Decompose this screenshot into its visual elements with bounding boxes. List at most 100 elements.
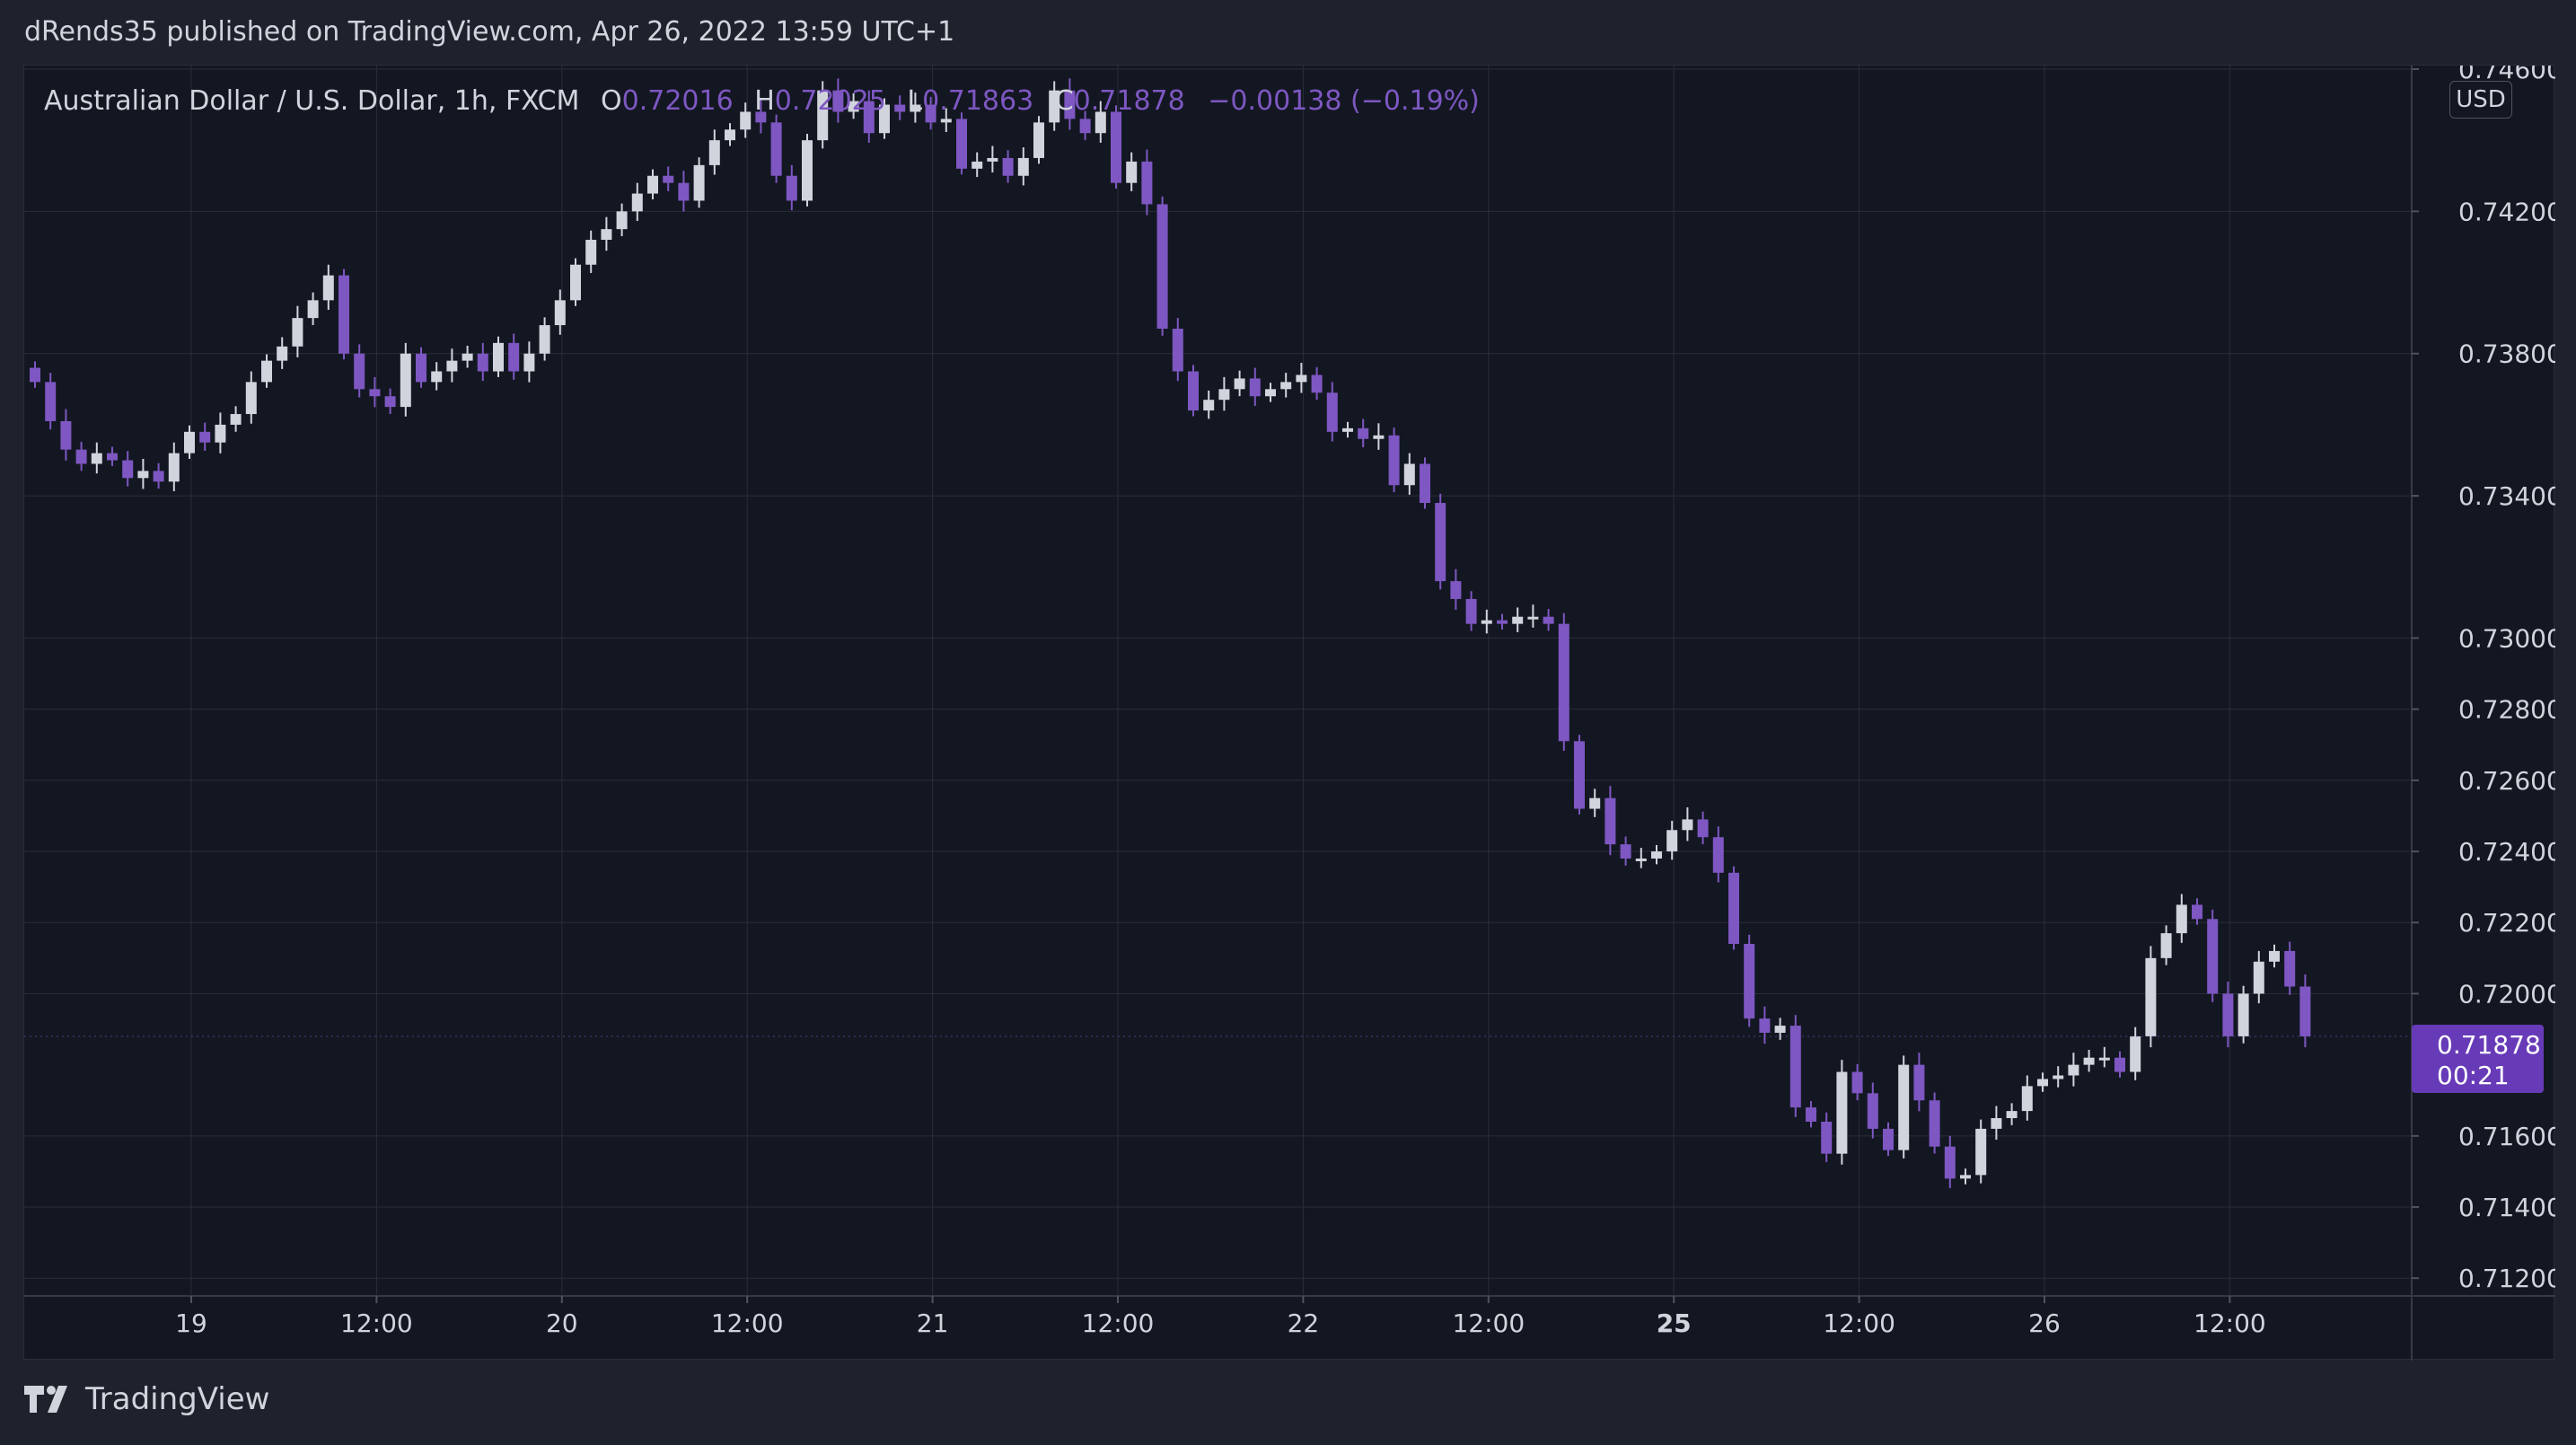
candle-body xyxy=(2053,1075,2064,1079)
candle-body xyxy=(956,119,967,169)
brand-name: TradingView xyxy=(85,1381,270,1417)
candle-body xyxy=(678,182,690,201)
price-tick-label: 0.72600 xyxy=(2458,766,2555,796)
candle-body xyxy=(322,275,334,301)
candle-body xyxy=(107,453,118,461)
candle-body xyxy=(1975,1128,1987,1176)
candle-body xyxy=(940,119,952,123)
candle-body xyxy=(493,342,504,372)
candle-body xyxy=(894,104,906,112)
tradingview-brand[interactable]: TradingView xyxy=(24,1381,269,1417)
candle-body xyxy=(307,300,319,319)
price-tick-label: 0.72200 xyxy=(2458,908,2555,938)
candle-body xyxy=(122,460,134,479)
candle-body xyxy=(1497,620,1508,624)
candle-body xyxy=(215,424,226,443)
candle-body xyxy=(1574,741,1585,809)
candle-body xyxy=(1265,389,1276,397)
currency-button[interactable]: USD xyxy=(2449,81,2512,119)
price-tick-label: 0.71600 xyxy=(2458,1122,2555,1151)
candle-body xyxy=(477,353,488,372)
candle-body xyxy=(1218,389,1230,401)
candle-body xyxy=(1913,1064,1925,1101)
candle-body xyxy=(1064,90,1076,119)
candle-body xyxy=(802,140,813,201)
candle-body xyxy=(1296,374,1307,383)
candle-body xyxy=(1682,819,1693,831)
candle-body xyxy=(1789,1026,1801,1108)
candle-body xyxy=(1234,378,1245,390)
candle-body xyxy=(2098,1057,2110,1061)
candle-body xyxy=(199,431,211,443)
time-tick-label: 12:00 xyxy=(340,1308,413,1338)
candle-body xyxy=(2284,950,2296,987)
candle-body xyxy=(1388,435,1400,486)
candle-body xyxy=(1002,157,1014,176)
candle-body xyxy=(1111,111,1121,183)
candle-body xyxy=(1249,378,1261,397)
price-axis[interactable]: 0.74600 0.74200 0.73800 0.73400 0.73000 0.728… xyxy=(2412,66,2555,1293)
candle-body xyxy=(292,318,303,347)
candle-body xyxy=(863,101,875,134)
candle-body xyxy=(1465,598,1477,624)
candle-body xyxy=(1728,872,1739,945)
candle-body xyxy=(971,161,983,169)
candle-body xyxy=(848,101,859,112)
candle-body xyxy=(1342,427,1353,432)
candle-body xyxy=(554,300,566,326)
candle-body xyxy=(2299,986,2311,1036)
candle-body xyxy=(508,342,520,372)
price-tick-label: 0.74600 xyxy=(2458,66,2555,84)
candle-body xyxy=(1420,463,1430,504)
price-tick-label: 0.73400 xyxy=(2458,481,2555,511)
candle-body xyxy=(1512,616,1524,624)
candle-body xyxy=(1203,400,1215,411)
price-tick-label: 0.73000 xyxy=(2458,623,2555,653)
candle-body xyxy=(153,471,164,482)
candle-body xyxy=(1527,616,1539,620)
candle-body xyxy=(1666,830,1678,852)
high-value: 0.72025 xyxy=(774,85,886,117)
candle-body xyxy=(1697,819,1709,838)
candle-body xyxy=(1821,1121,1833,1154)
price-tick-label: 0.72800 xyxy=(2458,695,2555,725)
candle-body xyxy=(725,129,735,141)
candle-body xyxy=(1373,435,1385,439)
price-tick-label: 0.72000 xyxy=(2458,979,2555,1009)
candle-body xyxy=(1836,1071,1848,1154)
candle-body xyxy=(184,431,195,454)
candle-body xyxy=(987,157,998,162)
candle-body xyxy=(631,193,643,212)
candle-body xyxy=(2145,957,2157,1036)
time-axis[interactable]: 19 12:00 20 12:00 21 12:00 22 12:00 25 12:00 26 12:… xyxy=(175,1296,2266,1338)
candle-body xyxy=(1744,944,1755,1019)
candle-body xyxy=(708,140,720,165)
candle-body xyxy=(400,353,411,408)
chart-panel[interactable]: 0.74600 0.74200 0.73800 0.73400 0.73000 0.728… xyxy=(23,65,2555,1361)
candle-body xyxy=(2160,933,2172,958)
candlestick-chart[interactable]: 0.74600 0.74200 0.73800 0.73400 0.73000 0.728… xyxy=(24,66,2555,1361)
candle-body xyxy=(523,353,535,372)
candle-body xyxy=(137,471,149,479)
candle-body xyxy=(230,414,242,425)
candle-body xyxy=(2006,1111,2018,1119)
candle-body xyxy=(2068,1064,2079,1076)
candle-body xyxy=(2192,904,2202,920)
candle-body xyxy=(1774,1026,1786,1033)
candle-body xyxy=(1358,427,1369,439)
candle-body xyxy=(786,175,797,201)
publish-info: dRends35 published on TradingView.com, A… xyxy=(24,16,955,48)
candle-body xyxy=(1806,1107,1816,1122)
candle-body xyxy=(2222,993,2234,1036)
close-label: C xyxy=(1054,85,1074,117)
candle-body xyxy=(925,104,936,123)
last-price-badge: 0.71878 00:21 xyxy=(2412,1025,2544,1093)
high-label: H xyxy=(754,85,775,117)
candle-body xyxy=(1898,1064,1910,1150)
candle-body xyxy=(462,353,473,361)
candle-body xyxy=(1960,1175,1971,1179)
candle-body xyxy=(1635,858,1647,861)
time-tick-label: 12:00 xyxy=(1452,1308,1525,1338)
candle-body xyxy=(2207,919,2219,994)
candle-body xyxy=(1991,1118,2002,1129)
